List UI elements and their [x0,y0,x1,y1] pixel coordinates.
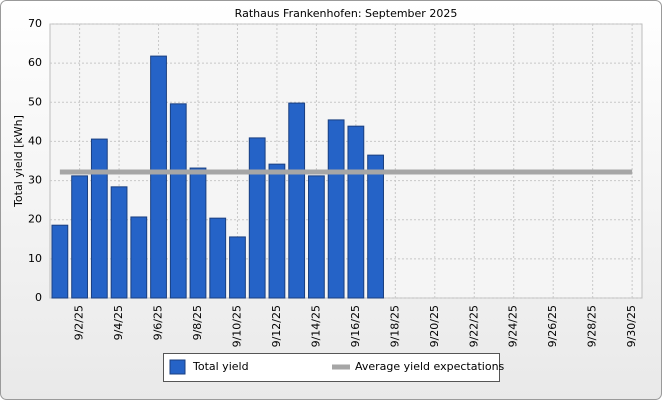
x-tick-label: 9/18/25 [388,305,401,347]
y-tick-label: 60 [28,56,42,69]
y-tick-label: 0 [35,291,42,304]
bar [367,154,384,299]
x-tick-label: 9/2/25 [73,305,86,340]
bar [90,138,108,299]
bar [347,125,365,299]
legend-label: Average yield expectations [355,360,505,373]
x-tick-label: 9/28/25 [586,305,599,347]
bar [150,55,167,299]
bar [327,119,345,299]
bar [308,175,325,299]
bar [169,103,187,299]
x-tick-label: 9/12/25 [270,305,283,347]
x-tick-label: 9/22/25 [467,305,480,347]
x-tick-label: 9/14/25 [309,305,322,347]
bar [51,224,69,299]
y-tick-label: 40 [28,134,42,147]
bar [229,236,246,299]
bar [189,167,207,299]
y-axis-label: Total yield [kWh] [12,115,25,208]
x-tick-label: 9/30/25 [625,305,638,347]
x-tick-label: 9/24/25 [507,305,520,347]
x-tick-label: 9/6/25 [152,305,165,340]
x-tick-label: 9/16/25 [349,305,362,347]
bar [268,163,286,299]
bar [71,175,88,299]
x-tick-label: 9/8/25 [191,305,204,340]
y-tick-label: 20 [28,213,42,226]
bar [248,137,266,299]
y-tick-label: 70 [28,17,42,30]
bar [130,216,148,299]
legend-label: Total yield [192,360,249,373]
plot-area [49,23,643,299]
y-tick-label: 10 [28,252,42,265]
legend [163,353,500,382]
chart-title: Rathaus Frankenhofen: September 2025 [235,7,458,20]
y-tick-label: 50 [28,95,42,108]
x-tick-label: 9/10/25 [230,305,243,347]
legend-swatch [169,359,186,375]
bar [209,217,227,299]
bar [288,102,306,299]
x-tick-label: 9/26/25 [546,305,559,347]
y-tick-label: 30 [28,174,42,187]
x-tick-label: 9/20/25 [428,305,441,347]
x-tick-label: 9/4/25 [112,305,125,340]
bar [110,186,128,299]
